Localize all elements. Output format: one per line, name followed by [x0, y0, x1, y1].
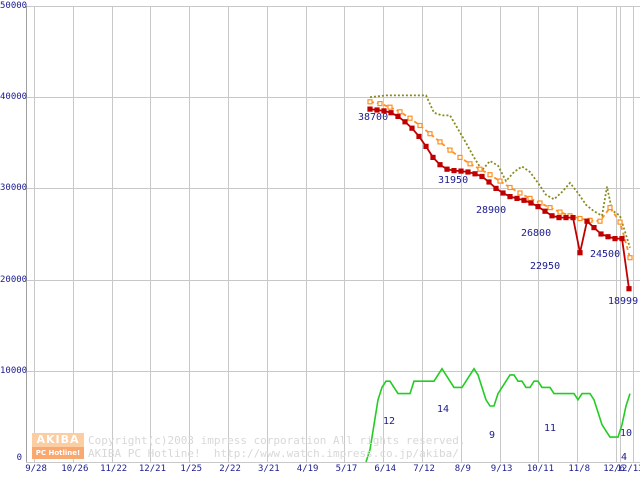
- shop-count-label: 12: [383, 416, 396, 427]
- x-axis-tick: 2/22: [219, 464, 241, 474]
- y-axis-tick: 30000: [0, 183, 28, 194]
- price-label: 18999: [608, 296, 639, 307]
- x-axis-tick: 10/11: [526, 464, 554, 474]
- x-axis-tick: 7/12: [413, 464, 435, 474]
- x-axis-tick: 12/6: [603, 464, 625, 474]
- price-label: 31950: [438, 175, 469, 186]
- y-axis-tick: 20000: [0, 274, 28, 285]
- price-label: 28900: [476, 205, 507, 216]
- x-axis-tick: 3/21: [258, 464, 280, 474]
- x-axis-tick: 9/13: [490, 464, 513, 474]
- shop-count-label: 10: [620, 428, 633, 439]
- x-axis-tick: 1/25: [180, 464, 203, 474]
- shop-count-label: 11: [544, 423, 557, 434]
- x-axis-tick: 6/14: [374, 464, 397, 474]
- series-lines: [365, 94, 633, 463]
- y-axis-tick: 10000: [0, 365, 28, 376]
- x-axis-tick: 11/22: [100, 464, 128, 474]
- y-axis-tick: 40000: [0, 92, 28, 103]
- shop-count-label: 14: [437, 404, 450, 415]
- x-axis-tick: 11/8: [568, 464, 591, 474]
- x-axis-tick: 8/9: [454, 464, 471, 474]
- price-label: 38700: [358, 112, 389, 123]
- y-axis-tick: 50000: [0, 1, 28, 11]
- x-axis-tick: 9/28: [25, 464, 47, 474]
- shop-count-label: 4: [621, 452, 628, 463]
- x-axis-tick: 10/26: [61, 464, 89, 474]
- x-axis-tick: 4/19: [296, 464, 319, 474]
- y-axis-tick: 0: [16, 453, 22, 463]
- grid-lines: [26, 6, 640, 463]
- price-label: 26800: [521, 228, 552, 239]
- price-label: 24500: [590, 249, 621, 260]
- shop-count-label: 9: [489, 430, 496, 441]
- x-axis-tick: 12/21: [138, 464, 166, 474]
- price-label: 22950: [530, 261, 561, 272]
- x-axis-tick: 12/13: [616, 464, 640, 474]
- x-axis-tick: 5/17: [335, 464, 358, 474]
